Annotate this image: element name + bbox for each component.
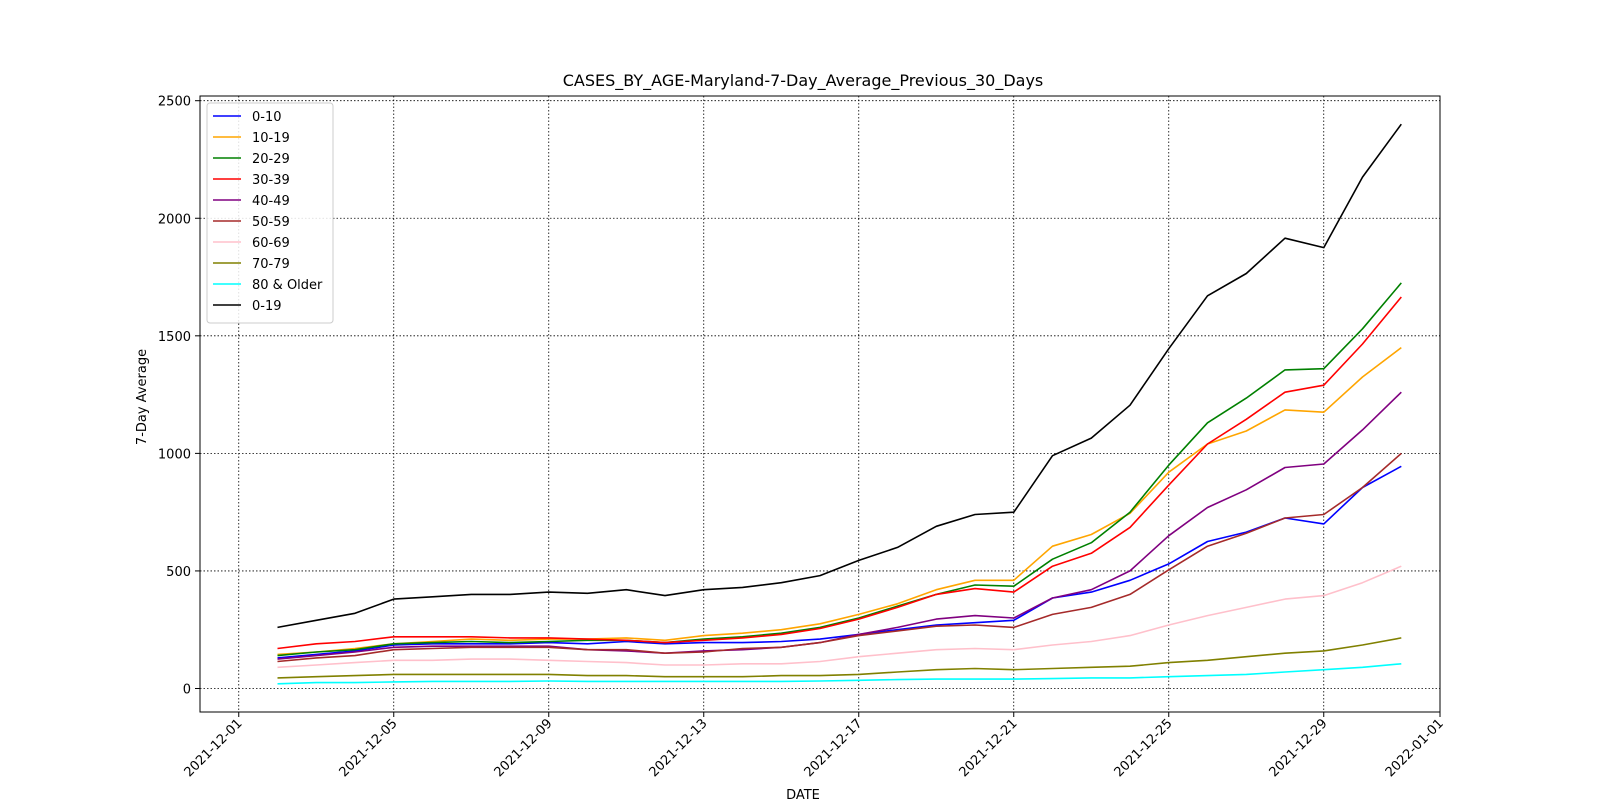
- plot-frame: [199, 95, 1441, 713]
- legend: 0-10 10-19 20-29 30-39 40-49 50-59 60-69 70-79 8…: [206, 102, 334, 324]
- legend-label: 80 & Older: [252, 278, 323, 293]
- series-line-20-29: [277, 282, 1402, 657]
- series-line-70-79: [277, 637, 1402, 679]
- y-tick-label: 500: [166, 565, 191, 580]
- y-axis-title: 7-Day Average: [135, 349, 150, 445]
- legend-label: 50-59: [252, 215, 290, 230]
- series-lines: [277, 123, 1402, 685]
- legend-label: 60-69: [252, 236, 290, 251]
- series-line-50-59: [277, 452, 1402, 663]
- series-line-10-19: [277, 346, 1402, 656]
- series-line-0-10: [277, 465, 1402, 659]
- legend-label: 0-19: [252, 299, 282, 314]
- y-tick-label: 0: [183, 682, 191, 697]
- legend-label: 40-49: [252, 194, 290, 209]
- legend-label: 0-10: [252, 110, 282, 125]
- y-tick-label: 2000: [158, 212, 191, 227]
- legend-label: 30-39: [252, 173, 290, 188]
- series-line-30-39: [277, 296, 1402, 650]
- series-line-60-69: [277, 565, 1402, 669]
- y-tick-label: 1000: [158, 447, 191, 462]
- y-tick-label: 1500: [158, 330, 191, 345]
- grid: [200, 96, 1440, 712]
- x-axis-title: DATE: [786, 788, 820, 800]
- series-line-0-19: [277, 123, 1402, 629]
- series-line-80-older: [277, 663, 1402, 685]
- legend-label: 20-29: [252, 152, 290, 167]
- y-tick-label: 2500: [158, 95, 191, 110]
- chart-title: CASES_BY_AGE-Maryland-7-Day_Average_Prev…: [563, 71, 1044, 91]
- legend-label: 10-19: [252, 131, 290, 146]
- legend-label: 70-79: [252, 257, 290, 272]
